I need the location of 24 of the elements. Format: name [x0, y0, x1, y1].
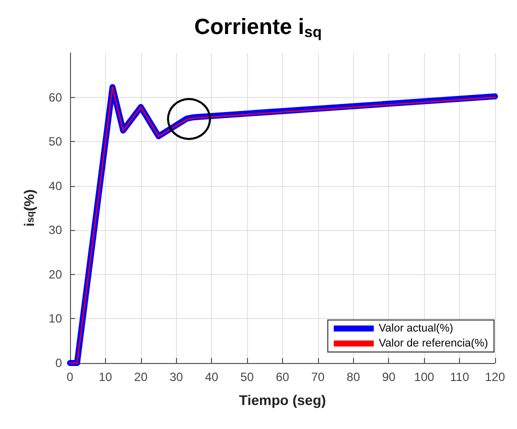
y-axis-title: isq(%)	[21, 189, 37, 227]
x-tick-label: 30	[170, 370, 184, 384]
x-axis-title: Tiempo (seg)	[239, 392, 326, 408]
x-tick-label: 100	[414, 370, 434, 384]
x-tick-label: 120	[484, 370, 506, 384]
x-tick-label: 10	[98, 370, 112, 384]
x-tick-label: 90	[382, 370, 396, 384]
y-tick-label: 50	[48, 134, 62, 149]
x-tick-label: 110	[450, 370, 470, 384]
x-tick-label: 60	[276, 370, 290, 384]
x-tick-label: 20	[134, 370, 148, 384]
x-tick-label: 0	[66, 370, 74, 384]
legend-label: Valor actual(%)	[378, 322, 454, 334]
y-tick-label: 40	[48, 178, 62, 193]
y-tick-label: 30	[48, 223, 62, 238]
legend-label: Valor de referencia(%)	[378, 338, 488, 350]
y-tick-label: 60	[48, 90, 62, 104]
y-tick-label: 0	[55, 356, 62, 370]
x-tick-label: 40	[204, 370, 219, 384]
y-tick-label: 10	[48, 312, 62, 326]
x-tick-label: 70	[311, 370, 325, 384]
x-tick-label: 50	[240, 370, 254, 384]
y-tick-label: 20	[48, 267, 62, 282]
x-tick-label: 80	[346, 370, 360, 384]
